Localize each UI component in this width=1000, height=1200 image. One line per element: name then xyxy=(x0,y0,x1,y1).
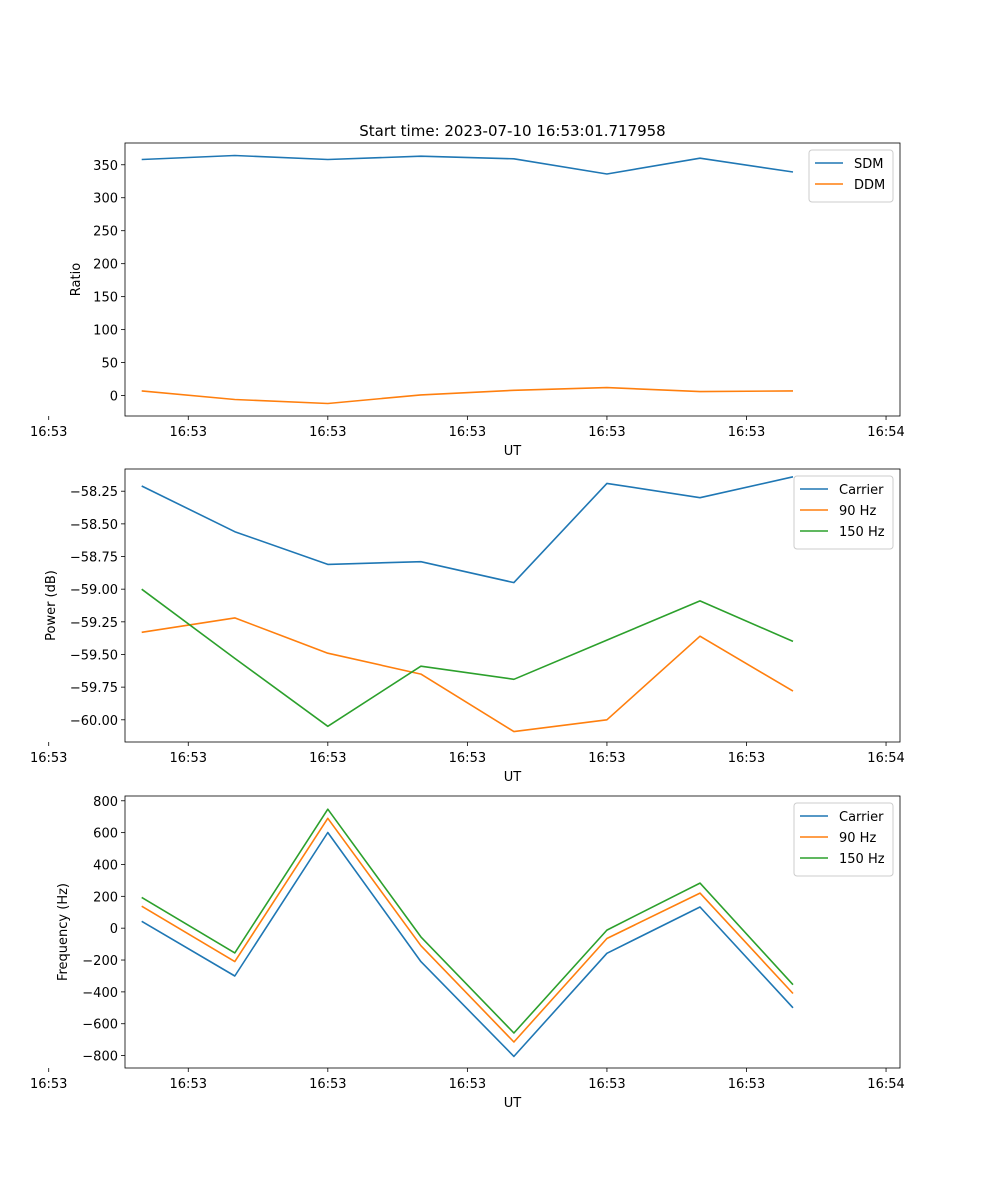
series-line-ddm xyxy=(141,386,794,405)
legend-label: Carrier xyxy=(839,483,884,498)
y-tick-label: −59.00 xyxy=(70,583,118,598)
legend-label: 150 Hz xyxy=(839,525,885,540)
x-tick-label: 16:53 xyxy=(30,751,67,766)
legend-label: 150 Hz xyxy=(839,852,885,867)
x-tick-label: 16:53 xyxy=(588,1077,625,1092)
subplot-2: 16:53 16:53 16:53 16:53 16:53 16:53 16:54 UT −60… xyxy=(30,468,905,785)
y-tick-label: 0 xyxy=(110,922,118,937)
x-tick-label: 16:53 xyxy=(728,1077,765,1092)
y-tick-label: 150 xyxy=(93,291,118,306)
y-tick-label: 0 xyxy=(110,390,118,405)
y-tick-label: 200 xyxy=(93,258,118,273)
y-tick-label: −58.25 xyxy=(70,485,118,500)
x-tick-label: 16:53 xyxy=(449,425,486,440)
x-tick-label: 16:53 xyxy=(588,425,625,440)
series-line-150-hz xyxy=(141,588,794,728)
y-tick-label: −58.75 xyxy=(70,551,118,566)
x-tick-label: 16:53 xyxy=(449,751,486,766)
y-tick-label: 600 xyxy=(93,827,118,842)
x-tick-label: 16:53 xyxy=(728,425,765,440)
y-tick-label: −59.75 xyxy=(70,681,118,696)
legend-label: 90 Hz xyxy=(839,504,876,519)
figure-title: Start time: 2023-07-10 16:53:01.717958 xyxy=(359,122,665,140)
x-tick-label: 16:54 xyxy=(867,425,904,440)
y-tick-label: −800 xyxy=(82,1050,118,1065)
x-axis-label: UT xyxy=(504,1096,522,1111)
legend-label: Carrier xyxy=(839,810,884,825)
y-tick-label: 250 xyxy=(93,225,118,240)
series-line-carrier xyxy=(141,476,794,584)
y-tick-label: 300 xyxy=(93,192,118,207)
legend: Carrier 90 Hz 150 Hz xyxy=(793,802,894,877)
y-axis-label: Ratio xyxy=(69,263,84,296)
series-line-150-hz xyxy=(141,808,794,1034)
y-axis-label: Power (dB) xyxy=(44,570,59,641)
y-tick-label: 800 xyxy=(93,795,118,810)
plots: 16:53 16:53 16:53 16:53 16:53 16:53 16:54 UT 0 50… xyxy=(30,142,905,1111)
x-tick-label: 16:53 xyxy=(170,751,207,766)
legend: Carrier 90 Hz 150 Hz xyxy=(793,475,894,550)
y-tick-label: −58.50 xyxy=(70,518,118,533)
x-axis-label: UT xyxy=(504,444,522,459)
x-tick-label: 16:54 xyxy=(867,751,904,766)
series-line-90-hz xyxy=(141,617,794,733)
x-tick-label: 16:53 xyxy=(309,751,346,766)
y-tick-label: −59.50 xyxy=(70,648,118,663)
y-tick-label: 100 xyxy=(93,324,118,339)
x-tick-label: 16:53 xyxy=(728,751,765,766)
axes-frame xyxy=(124,795,901,1069)
y-tick-label: 200 xyxy=(93,890,118,905)
x-tick-label: 16:53 xyxy=(449,1077,486,1092)
y-tick-label: −200 xyxy=(82,954,118,969)
x-tick-label: 16:53 xyxy=(170,425,207,440)
axes-frame xyxy=(124,142,901,417)
x-tick-label: 16:53 xyxy=(309,425,346,440)
y-tick-label: 400 xyxy=(93,858,118,873)
y-tick-label: −400 xyxy=(82,986,118,1001)
y-tick-label: 350 xyxy=(93,159,118,174)
legend-label: SDM xyxy=(854,157,883,172)
x-tick-label: 16:54 xyxy=(867,1077,904,1092)
y-tick-label: 50 xyxy=(101,357,118,372)
x-tick-label: 16:53 xyxy=(30,425,67,440)
series-line-carrier xyxy=(141,831,794,1058)
series-line-90-hz xyxy=(141,817,794,1043)
axes-frame xyxy=(124,468,901,743)
subplot-1: 16:53 16:53 16:53 16:53 16:53 16:53 16:54 UT 0 50… xyxy=(30,142,905,459)
x-tick-label: 16:53 xyxy=(30,1077,67,1092)
legend-label: 90 Hz xyxy=(839,831,876,846)
y-tick-label: −600 xyxy=(82,1018,118,1033)
legend: SDM DDM xyxy=(808,149,894,203)
x-axis-label: UT xyxy=(504,770,522,785)
x-tick-label: 16:53 xyxy=(170,1077,207,1092)
series-line-sdm xyxy=(141,154,794,175)
subplot-3: 16:53 16:53 16:53 16:53 16:53 16:53 16:54 UT −80… xyxy=(30,795,905,1111)
x-tick-label: 16:53 xyxy=(309,1077,346,1092)
y-tick-label: −59.25 xyxy=(70,616,118,631)
legend-label: DDM xyxy=(854,178,885,193)
y-axis-label: Frequency (Hz) xyxy=(56,883,71,981)
x-tick-label: 16:53 xyxy=(588,751,625,766)
y-tick-label: −60.00 xyxy=(70,714,118,729)
